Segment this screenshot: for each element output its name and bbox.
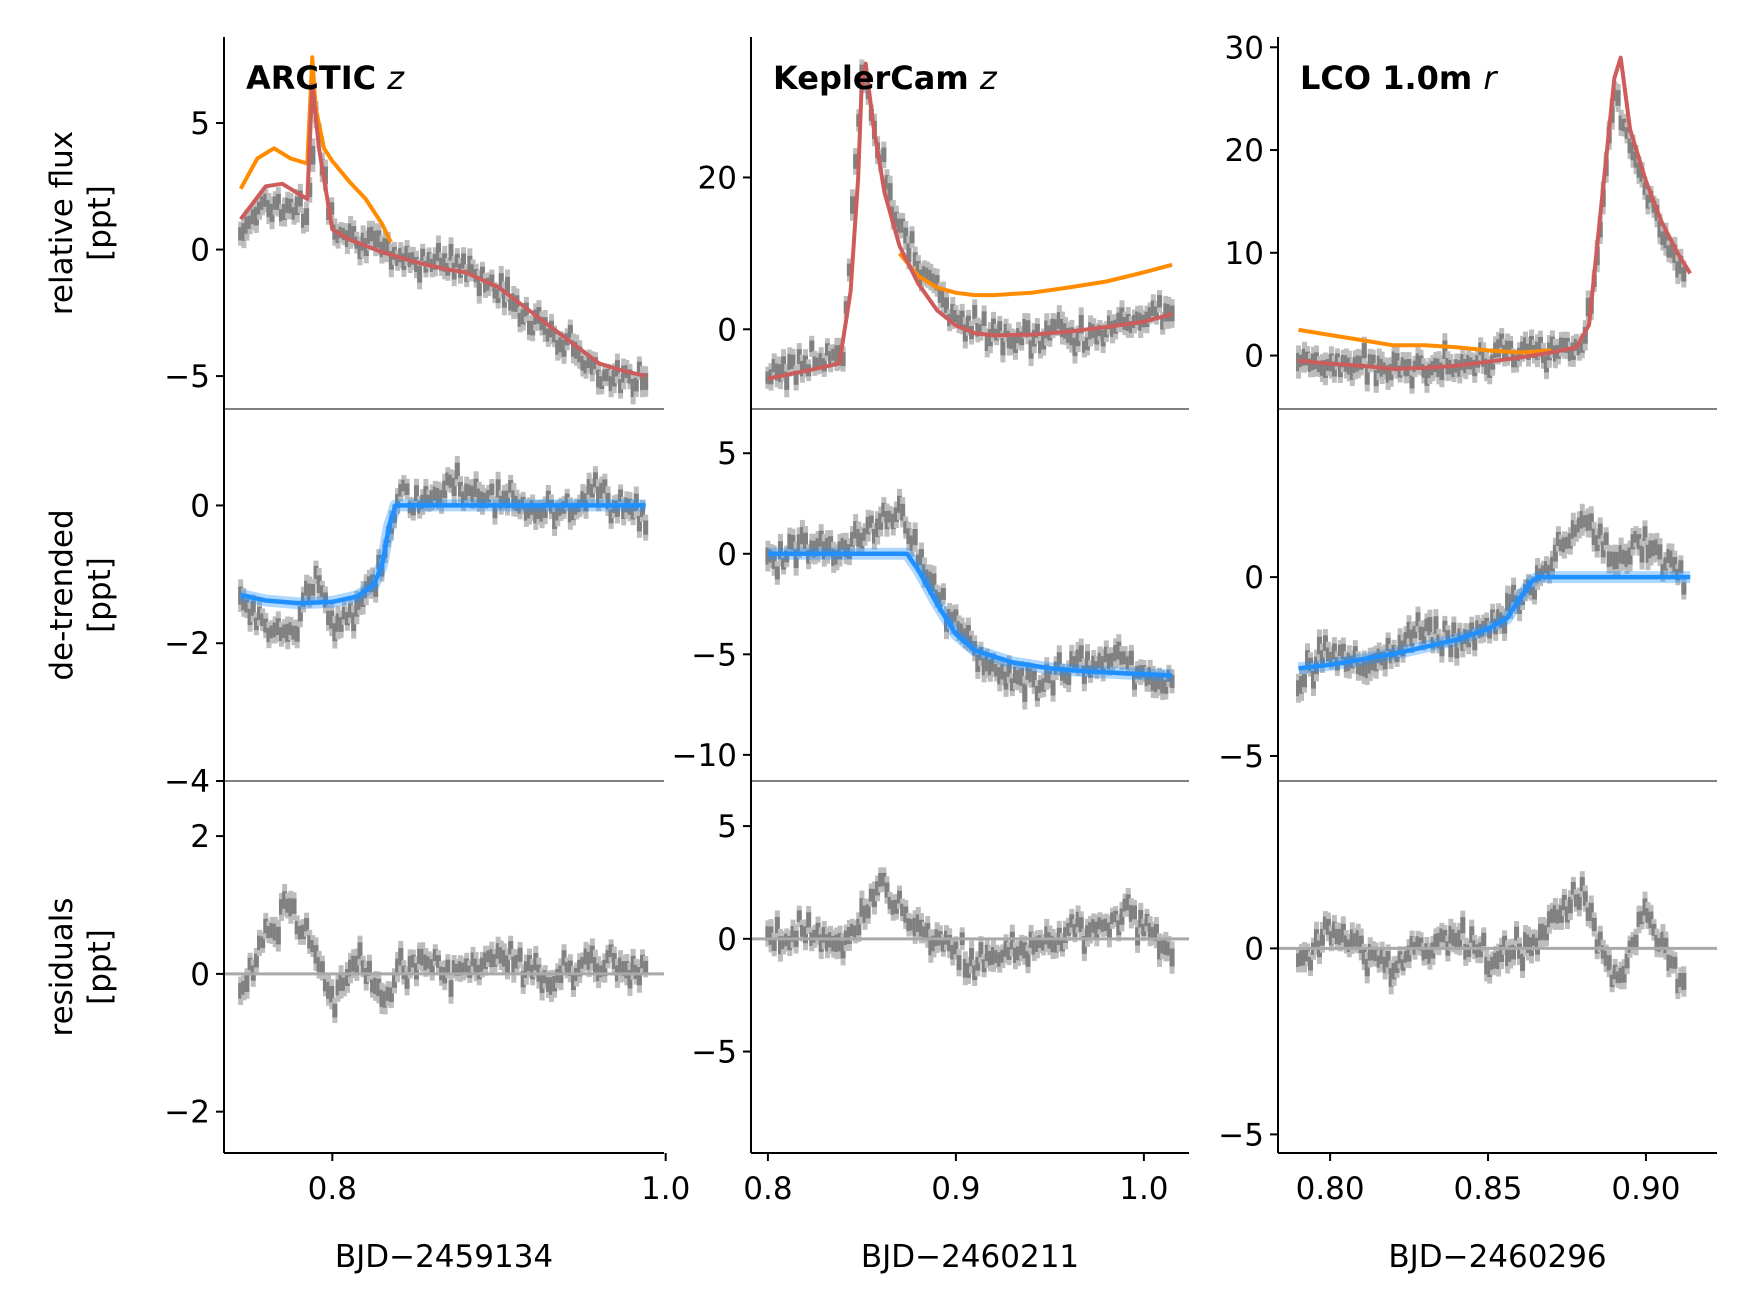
panel-title: ARCTIC z bbox=[246, 59, 405, 97]
x-axis-label: BJD−2460211 bbox=[861, 1239, 1079, 1275]
y-axis-label-line: [ppt] bbox=[82, 929, 118, 1005]
y-tick-label: 5 bbox=[717, 436, 737, 472]
panel-detrended: −10 −5 0 5 bbox=[672, 408, 1189, 781]
y-tick-label: 0 bbox=[190, 233, 210, 269]
data-points-residuals bbox=[1296, 871, 1687, 1000]
x-axis-label: BJD−2460296 bbox=[1388, 1239, 1606, 1275]
y-tick-label: 0 bbox=[1244, 931, 1264, 967]
y-axis-label-line: [ppt] bbox=[82, 557, 118, 633]
y-tick-label: −2 bbox=[164, 1095, 210, 1131]
x-axis-label: BJD−2459134 bbox=[335, 1239, 553, 1275]
y-axis-label-detrended: de-trended[ppt] bbox=[44, 509, 118, 680]
panel-title-filter: z bbox=[979, 59, 998, 97]
plot-area bbox=[1296, 503, 1691, 703]
x-tick-label: 1.0 bbox=[1119, 1171, 1168, 1207]
panel-title-filter: r bbox=[1483, 59, 1498, 97]
y-tick-label: −4 bbox=[164, 764, 210, 800]
x-tick-label: 0.9 bbox=[931, 1171, 980, 1207]
y-axis-labels: relative flux[ppt]de-trended[ppt]residua… bbox=[44, 131, 118, 1037]
x-tick-label: 0.8 bbox=[308, 1171, 357, 1207]
data-points-residuals bbox=[238, 884, 649, 1024]
data-points-detrended bbox=[238, 456, 649, 650]
y-tick-label: 2 bbox=[190, 819, 210, 855]
panel-title: KeplerCam z bbox=[773, 59, 998, 97]
y-tick-label: 30 bbox=[1225, 30, 1264, 66]
transit-model-line bbox=[767, 551, 1173, 678]
y-tick-label: 0 bbox=[1244, 339, 1264, 375]
data-points-flux bbox=[238, 101, 649, 405]
panel-detrended: −4 −2 0 bbox=[164, 408, 664, 800]
trend-model-line bbox=[239, 83, 647, 379]
y-tick-label: 0 bbox=[1244, 560, 1264, 596]
trend-model-line bbox=[767, 61, 1173, 381]
plot-area bbox=[751, 867, 1189, 987]
raw-model-line bbox=[897, 252, 1173, 298]
x-tick-label: 0.8 bbox=[743, 1171, 792, 1207]
data-points-detrended bbox=[1296, 503, 1687, 703]
trend-model-line bbox=[1298, 55, 1692, 371]
panel-title-instrument: LCO 1.0m bbox=[1300, 59, 1483, 97]
y-tick-label: 0 bbox=[717, 312, 737, 348]
y-tick-label: 5 bbox=[717, 809, 737, 845]
y-tick-label: −5 bbox=[1218, 739, 1264, 775]
column-keplercam: 0 20 KeplerCam z −10 −5 0 5 −5 0 5 0.8 0.9 1.0 BJD−24… bbox=[672, 37, 1189, 1275]
raw-model-line bbox=[1298, 327, 1552, 355]
y-tick-label: 5 bbox=[190, 106, 210, 142]
panel-flux: 0 20 KeplerCam z bbox=[698, 37, 1175, 409]
panel-title: LCO 1.0m r bbox=[1300, 59, 1498, 97]
column-lco: 0 10 20 30 LCO 1.0m r −5 0 −5 0 0.80 0.85 0.90BJD−2… bbox=[1218, 30, 1717, 1275]
y-tick-label: −10 bbox=[672, 738, 737, 774]
y-tick-label: 0 bbox=[717, 922, 737, 958]
y-tick-label: 0 bbox=[190, 488, 210, 524]
transit-model-uncertainty bbox=[1297, 571, 1691, 675]
y-tick-label: −5 bbox=[691, 637, 737, 673]
y-tick-label: −5 bbox=[691, 1035, 737, 1071]
column-arctic: −5 0 5 ARCTIC z −4 −2 0 −2 0 2 0.8 1.0 BJD−2459134 bbox=[164, 37, 690, 1275]
y-axis-label-line: [ppt] bbox=[82, 185, 118, 261]
plot-area bbox=[1296, 55, 1692, 394]
panel-flux: 0 10 20 30 LCO 1.0m r bbox=[1225, 30, 1692, 409]
panel-flux: −5 0 5 ARCTIC z bbox=[164, 37, 649, 409]
y-tick-label: −2 bbox=[164, 626, 210, 662]
panel-residuals: −5 0 5 bbox=[691, 780, 1189, 1153]
plot-area bbox=[238, 456, 649, 650]
plot-area bbox=[765, 488, 1175, 710]
y-axis-label-line: relative flux bbox=[44, 131, 80, 315]
plot-area bbox=[1278, 871, 1717, 1000]
y-axis-label-line: residuals bbox=[44, 898, 80, 1037]
y-tick-label: 20 bbox=[1225, 133, 1264, 169]
data-points-flux bbox=[765, 59, 1175, 398]
y-tick-label: −5 bbox=[1218, 1117, 1264, 1153]
y-tick-label: 10 bbox=[1225, 236, 1264, 272]
x-tick-label: 0.80 bbox=[1296, 1171, 1365, 1207]
data-points-residuals bbox=[765, 867, 1175, 987]
panel-residuals: −2 0 2 bbox=[164, 780, 664, 1153]
panel-detrended: −5 0 bbox=[1218, 408, 1717, 781]
y-axis-label-line: de-trended bbox=[44, 509, 80, 680]
transit-model-line bbox=[240, 503, 646, 606]
panel-title-instrument: KeplerCam bbox=[773, 59, 980, 97]
transit-model-line bbox=[1298, 574, 1691, 671]
panel-residuals: −5 0 bbox=[1218, 780, 1717, 1153]
panel-title-filter: z bbox=[386, 59, 405, 97]
y-tick-label: 20 bbox=[698, 160, 737, 196]
plot-area bbox=[224, 884, 664, 1024]
data-points-flux bbox=[1296, 81, 1687, 394]
y-tick-label: 0 bbox=[717, 537, 737, 573]
x-tick-label: 0.90 bbox=[1611, 1171, 1680, 1207]
y-tick-label: −5 bbox=[164, 359, 210, 395]
y-axis-label-residuals: residuals[ppt] bbox=[44, 898, 118, 1037]
y-axis-label-flux: relative flux[ppt] bbox=[44, 131, 118, 315]
plot-area bbox=[238, 55, 649, 405]
plot-area bbox=[765, 59, 1175, 398]
x-tick-label: 0.85 bbox=[1454, 1171, 1523, 1207]
panel-title-instrument: ARCTIC bbox=[246, 59, 387, 97]
x-tick-label: 1.0 bbox=[641, 1171, 690, 1207]
y-tick-label: 0 bbox=[190, 957, 210, 993]
